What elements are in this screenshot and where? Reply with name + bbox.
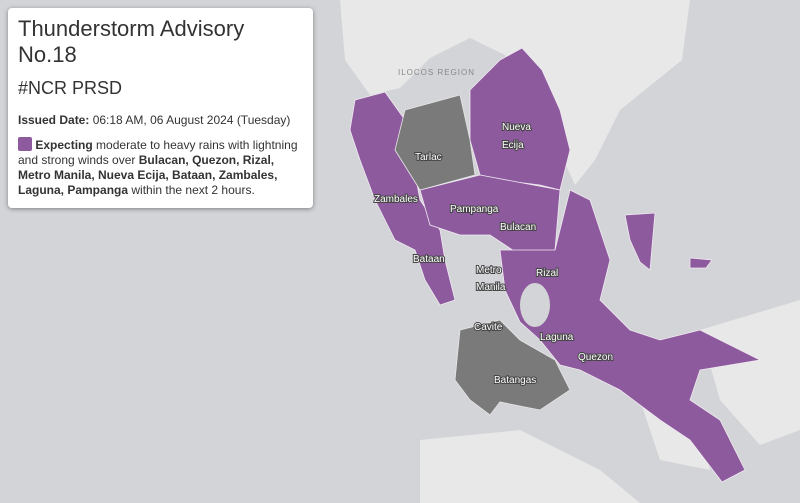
province-label: Bataan [413,254,445,265]
province-label: Cavite [474,322,503,333]
issued-label: Issued Date: [18,113,90,127]
province-label: Bulacan [500,222,536,233]
title: Thunderstorm Advisory No.18 [18,16,245,67]
message: Expecting moderate to heavy rains with l… [18,137,303,198]
province-label: Zambales [374,194,418,205]
message-bold: Bulacan, Quezon, Rizal, Metro Manila, Nu… [18,153,278,197]
message-text: moderate to heavy rains with lightning a… [18,138,298,167]
advisory-panel: Thunderstorm Advisory No.18 #NCR PRSD Is… [8,8,313,208]
province-label: Metro Manila [476,265,506,293]
province-label: Nueva Ecija [502,122,531,151]
subtitle: #NCR PRSD [18,78,123,98]
advisory-areas [349,47,762,483]
lake [520,283,550,327]
land [340,0,800,503]
province-label: Laguna [540,332,574,343]
region-label: ILOCOS REGION [398,68,475,77]
province-label: Tarlac [415,152,442,163]
province-label: Batangas [494,375,536,386]
issued-value: 06:18 AM, 06 August 2024 (Tuesday) [92,113,291,127]
issued-date: Issued Date: 06:18 AM, 06 August 2024 (T… [18,113,303,127]
province-label: Quezon [578,352,613,363]
province-label: Rizal [536,268,558,279]
message-bold: Expecting [35,138,93,152]
message-text: within the next 2 hours. [131,183,255,197]
province-label: Pampanga [450,204,499,215]
other-areas [394,94,571,416]
legend-swatch [18,137,32,151]
